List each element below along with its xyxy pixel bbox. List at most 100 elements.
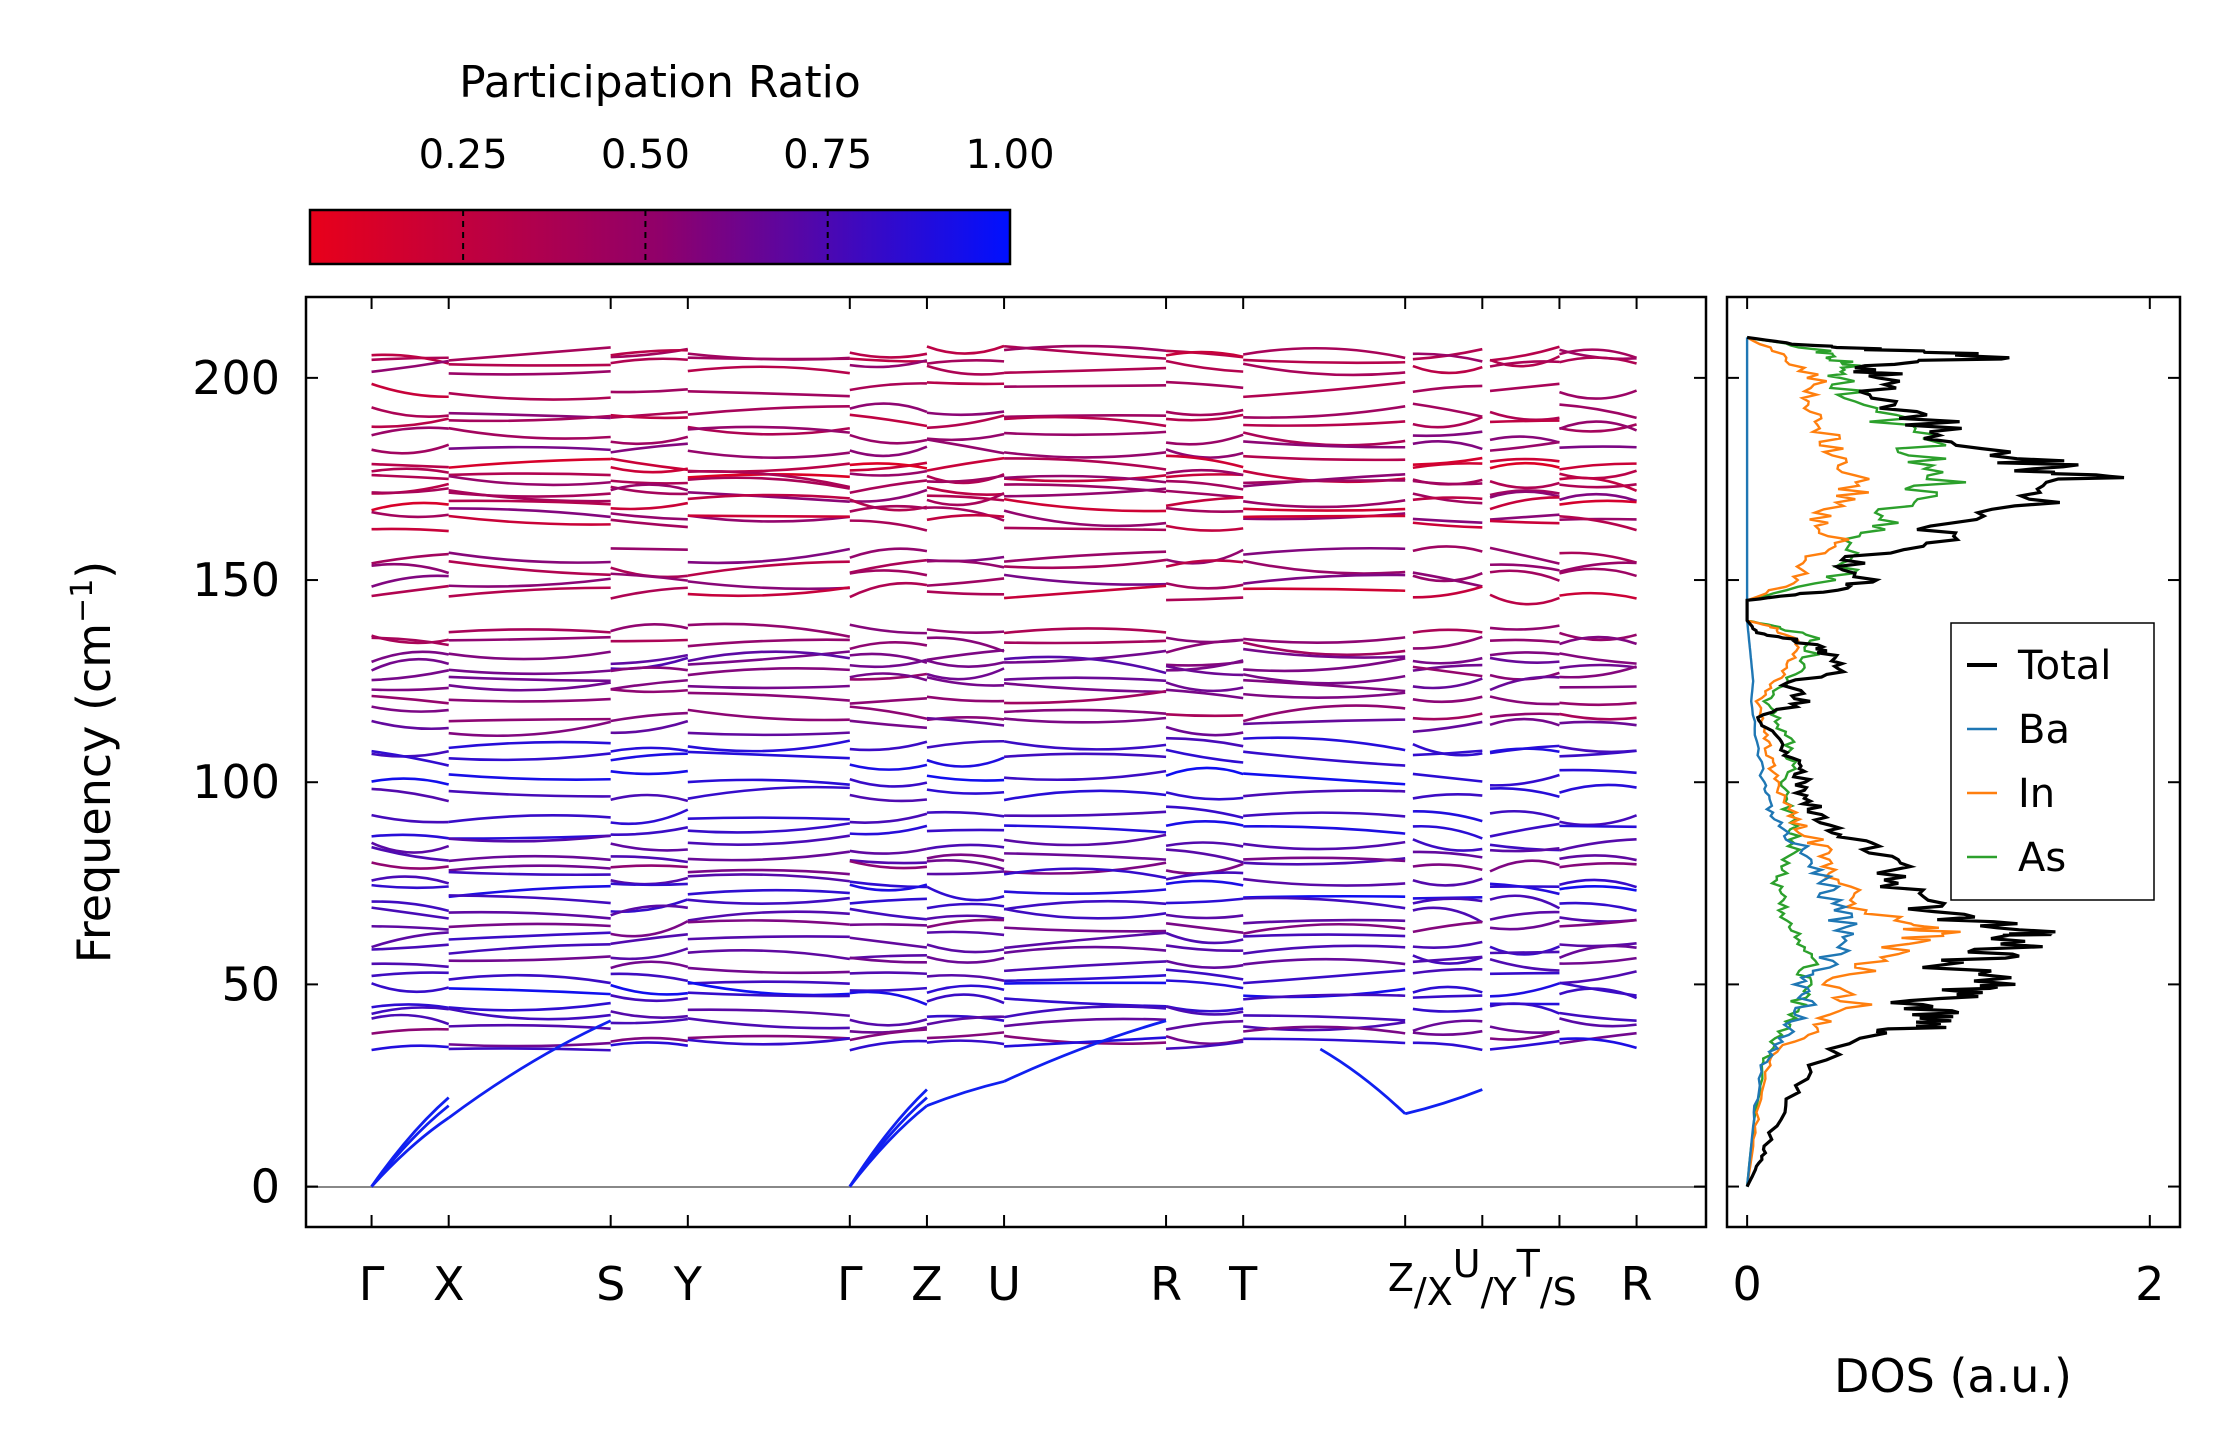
band-line — [1559, 356, 1637, 365]
band-line — [610, 1041, 689, 1047]
band-line — [687, 822, 851, 834]
band-line — [1165, 944, 1244, 953]
band-line — [1243, 405, 1406, 419]
band-line — [687, 667, 850, 677]
band-line — [1559, 824, 1637, 829]
dos-lines — [1745, 335, 2125, 1188]
band-line — [1004, 384, 1167, 389]
band-line — [610, 623, 689, 633]
band-line — [448, 681, 611, 692]
colorbar-tick-label: 0.25 — [419, 132, 508, 178]
band-line — [1489, 496, 1560, 511]
band-line — [371, 1044, 449, 1052]
band-line — [926, 359, 1005, 365]
band-line — [371, 552, 449, 565]
band-line — [1412, 384, 1483, 394]
band-line — [1489, 638, 1560, 644]
band-line — [926, 695, 1005, 703]
band-line — [1559, 768, 1637, 775]
band-line — [1559, 885, 1637, 892]
band-line — [1243, 678, 1406, 693]
band-line — [849, 907, 928, 921]
band-line — [1489, 945, 1560, 956]
band-line — [1243, 718, 1406, 726]
band-line — [1165, 559, 1244, 568]
band-line — [926, 739, 1005, 749]
band-line — [1243, 993, 1406, 1001]
band-line — [926, 853, 1005, 863]
band-line — [1489, 809, 1560, 821]
band-line — [1489, 695, 1560, 706]
band-line — [448, 922, 611, 929]
band-line — [1242, 704, 1406, 723]
band-line — [1489, 958, 1560, 972]
band-line — [926, 410, 1005, 417]
band-line — [371, 462, 449, 469]
band-line — [448, 445, 611, 452]
band-line — [926, 810, 1005, 818]
band-line — [687, 560, 850, 577]
band-line — [1412, 521, 1483, 529]
band-line — [1412, 877, 1483, 887]
band-line — [448, 560, 611, 577]
band-line — [849, 672, 928, 682]
band-line — [1489, 563, 1560, 572]
band-line — [926, 667, 1005, 681]
band-line — [849, 696, 928, 705]
band-line — [448, 973, 611, 985]
band-line — [1412, 1019, 1483, 1033]
band-line — [1003, 682, 1167, 694]
band-line — [849, 953, 927, 960]
band-line — [849, 402, 928, 414]
band-line — [1165, 725, 1244, 737]
band-line — [1166, 659, 1244, 672]
band-line — [926, 716, 1005, 727]
band-line — [371, 924, 449, 931]
band-line — [926, 590, 1005, 596]
band-line — [926, 344, 1005, 355]
band-line — [1004, 974, 1167, 983]
band-line — [448, 864, 611, 872]
band-line — [1489, 859, 1560, 873]
band-line — [849, 488, 928, 503]
band-line — [1412, 695, 1483, 704]
band-line — [610, 483, 689, 492]
band-line — [1003, 740, 1167, 751]
band-line — [1165, 433, 1244, 446]
band-line — [1489, 519, 1560, 525]
band-line — [610, 1017, 688, 1025]
band-line — [1003, 931, 1167, 950]
band-line — [371, 833, 449, 840]
band-line — [849, 658, 928, 669]
band-line — [610, 512, 688, 521]
band-line — [448, 1047, 611, 1052]
band-line — [1003, 769, 1167, 782]
compound-label-part: S — [1553, 1270, 1577, 1314]
band-line — [849, 1028, 928, 1042]
band-line — [849, 740, 928, 752]
band-line — [1003, 789, 1167, 802]
band-line — [1243, 811, 1406, 818]
band-line — [1003, 473, 1167, 483]
band-line — [371, 705, 449, 713]
band-line — [687, 966, 850, 975]
band-line — [849, 986, 928, 992]
band-line — [1559, 445, 1637, 450]
band-line — [926, 943, 1005, 954]
band-line — [1165, 688, 1244, 700]
band-line — [1003, 573, 1167, 586]
dos-series-as — [1745, 336, 1967, 1187]
band-line — [1004, 689, 1167, 705]
band-line — [371, 841, 450, 854]
band-line — [926, 381, 1005, 386]
band-line — [1489, 894, 1561, 910]
band-line — [926, 918, 1005, 929]
band-line — [1242, 559, 1406, 575]
band-line — [1489, 971, 1560, 976]
band-line — [371, 719, 449, 731]
band-line — [1243, 636, 1406, 644]
band-line — [1242, 922, 1406, 935]
band-line — [1003, 676, 1167, 683]
band-line — [1003, 960, 1167, 973]
band-line — [371, 657, 450, 672]
